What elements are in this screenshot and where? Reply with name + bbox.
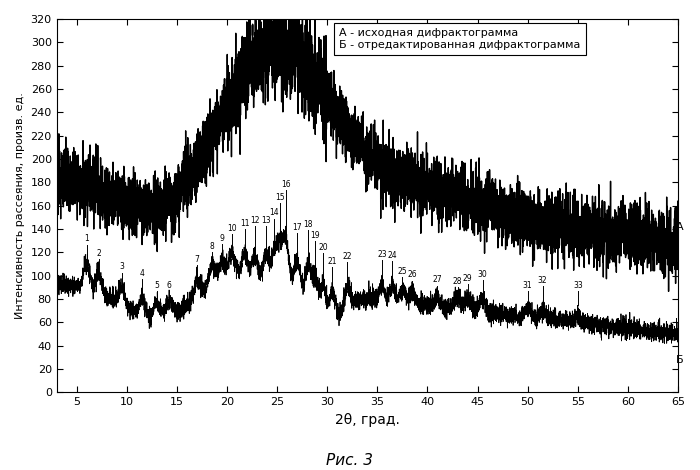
Text: 5: 5: [155, 281, 160, 290]
Text: 33: 33: [573, 281, 582, 290]
Text: 11: 11: [240, 219, 250, 227]
Text: 30: 30: [477, 269, 487, 279]
Text: 7: 7: [195, 255, 200, 264]
Text: 29: 29: [463, 274, 473, 283]
Y-axis label: Интенсивность рассеяния, произв. ед.: Интенсивность рассеяния, произв. ед.: [15, 92, 25, 319]
Text: А: А: [676, 222, 684, 232]
Text: 24: 24: [388, 251, 397, 260]
Text: 23: 23: [377, 250, 387, 259]
Text: 32: 32: [538, 276, 547, 285]
Text: 6: 6: [167, 281, 172, 290]
Text: 1: 1: [85, 235, 89, 243]
Text: 17: 17: [293, 223, 302, 232]
Text: 27: 27: [433, 275, 442, 284]
Text: А - исходная дифрактограмма
Б - отредактированная дифрактограмма: А - исходная дифрактограмма Б - отредакт…: [340, 28, 581, 50]
Text: 9: 9: [220, 234, 225, 243]
Text: 10: 10: [228, 224, 237, 233]
Text: 15: 15: [275, 193, 285, 202]
Text: 16: 16: [281, 180, 291, 189]
Text: 19: 19: [310, 230, 320, 240]
Text: Рис. 3: Рис. 3: [326, 453, 374, 468]
Text: 22: 22: [342, 252, 352, 261]
Text: 12: 12: [251, 216, 260, 225]
Text: 13: 13: [261, 216, 271, 225]
Text: 31: 31: [523, 281, 533, 290]
Text: 18: 18: [304, 219, 313, 228]
Text: 26: 26: [407, 270, 417, 279]
Text: 2: 2: [97, 249, 101, 258]
Text: 3: 3: [120, 262, 124, 272]
Text: Б: Б: [676, 355, 684, 365]
Text: 4: 4: [139, 269, 144, 278]
Text: 21: 21: [328, 257, 337, 266]
Text: 14: 14: [270, 209, 279, 218]
X-axis label: 2θ, град.: 2θ, град.: [335, 413, 400, 427]
Text: 8: 8: [209, 242, 214, 251]
Text: 25: 25: [398, 267, 407, 276]
Text: 28: 28: [453, 276, 462, 286]
Text: 20: 20: [318, 243, 328, 252]
